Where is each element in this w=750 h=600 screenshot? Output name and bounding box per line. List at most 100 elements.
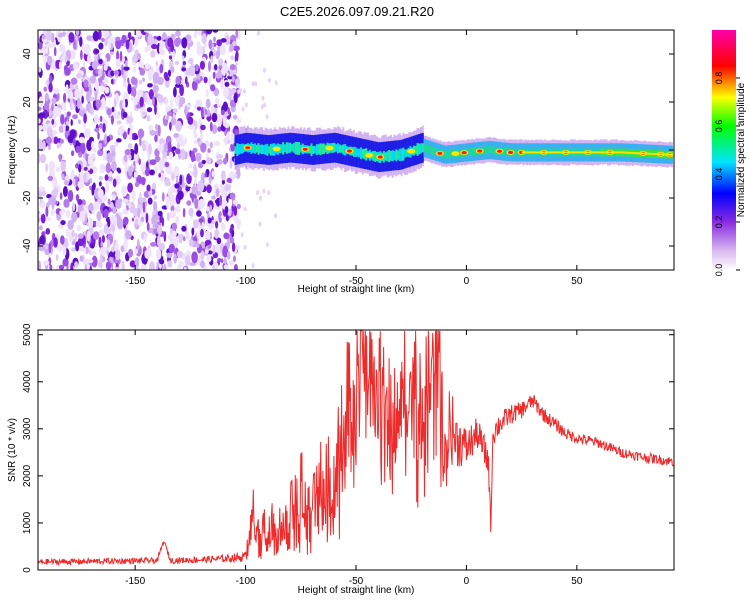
noise-speckle: [244, 102, 248, 108]
noise-speckle: [165, 96, 168, 107]
noise-speckle: [75, 163, 79, 169]
noise-speckle: [49, 264, 53, 270]
noise-speckle: [174, 183, 180, 189]
signal-ridge: [634, 152, 637, 155]
signal-peak-max: [508, 150, 514, 154]
noise-speckle: [67, 134, 75, 144]
noise-speckle: [103, 208, 109, 219]
signal-ridge: [534, 151, 536, 154]
noise-speckle: [189, 187, 192, 194]
noise-speckle: [49, 74, 53, 85]
noise-speckle: [213, 36, 216, 42]
spectrogram-x-label: Height of straight line (km): [298, 284, 415, 295]
signal-ridge: [606, 151, 609, 154]
noise-speckle: [59, 138, 64, 144]
noise-speckle: [116, 138, 122, 143]
noise-speckle: [167, 69, 172, 77]
noise-speckle: [149, 261, 155, 270]
noise-speckle: [223, 157, 227, 165]
noise-speckle: [47, 126, 53, 138]
x-tick-label: -50: [349, 276, 364, 287]
noise-speckle: [210, 55, 214, 64]
noise-speckle: [168, 151, 174, 160]
noise-speckle: [109, 255, 115, 265]
signal-core: [264, 144, 267, 155]
noise-speckle: [214, 229, 219, 239]
noise-speckle: [60, 220, 66, 226]
noise-speckle: [173, 86, 177, 98]
noise-speckle: [38, 118, 41, 124]
noise-speckle: [110, 78, 114, 85]
noise-speckle: [98, 68, 103, 78]
noise-speckle: [119, 50, 123, 62]
noise-speckle: [38, 66, 42, 73]
noise-speckle: [182, 60, 186, 66]
noise-speckle: [84, 128, 91, 138]
signal-core: [405, 149, 408, 157]
noise-speckle: [115, 266, 120, 270]
noise-speckle: [146, 184, 151, 192]
signal-ridge: [590, 151, 593, 154]
noise-speckle: [78, 163, 82, 173]
noise-speckle: [48, 242, 52, 254]
signal-core: [503, 147, 506, 156]
noise-speckle: [67, 189, 74, 202]
signal-ridge: [583, 151, 586, 154]
noise-speckle: [150, 242, 157, 247]
signal-core: [395, 149, 398, 162]
signal-peak-max: [437, 151, 443, 155]
noise-speckle: [97, 132, 100, 140]
noise-speckle: [77, 237, 85, 247]
signal-ridge: [565, 151, 568, 154]
noise-speckle: [139, 96, 144, 108]
noise-speckle: [108, 175, 113, 182]
noise-speckle: [227, 95, 233, 101]
signal-core: [428, 145, 431, 154]
x-tick-label: -100: [236, 576, 256, 587]
signal-core: [269, 144, 272, 156]
signal-peak-max: [245, 146, 251, 150]
noise-speckle: [149, 129, 156, 136]
snr-plot: [38, 330, 674, 567]
signal-ridge: [571, 151, 574, 154]
noise-speckle: [229, 192, 236, 200]
noise-speckle: [86, 154, 94, 165]
noise-speckle: [134, 217, 139, 227]
noise-speckle: [146, 107, 153, 113]
signal-ridge: [643, 152, 646, 155]
signal-ridge: [594, 151, 597, 154]
noise-speckle: [226, 239, 230, 250]
noise-speckle: [46, 194, 52, 199]
noise-speckle: [139, 135, 142, 147]
noise-speckle: [193, 163, 197, 171]
colorbar-tick-label: 0.4: [714, 168, 724, 181]
noise-speckle: [62, 258, 69, 267]
noise-speckle: [61, 173, 65, 180]
signal-ridge: [601, 151, 604, 154]
signal-core: [485, 146, 488, 155]
noise-speckle: [138, 61, 144, 68]
y-tick-label: 0: [22, 567, 33, 573]
signal-ridge: [650, 152, 653, 155]
noise-speckle: [184, 105, 188, 117]
signal-ridge: [528, 151, 531, 154]
noise-speckle: [96, 211, 102, 222]
noise-speckle: [188, 65, 192, 76]
signal-core: [354, 147, 357, 157]
signal-core: [234, 146, 237, 154]
noise-speckle: [206, 184, 212, 194]
x-tick-label: 0: [464, 576, 470, 587]
signal-core: [467, 148, 470, 157]
signal-core: [310, 143, 313, 157]
signal-core: [358, 148, 361, 158]
signal-core: [388, 150, 391, 163]
colorbar-tick-label: 0.8: [714, 72, 724, 85]
y-tick-label: -40: [22, 238, 33, 253]
noise-speckle: [159, 242, 166, 251]
noise-speckle: [200, 124, 206, 131]
figure-title: C2E5.2026.097.09.21.R20: [280, 4, 434, 19]
signal-ridge: [597, 151, 600, 154]
noise-speckle: [188, 207, 194, 217]
noise-speckle: [112, 178, 117, 188]
noise-speckle: [170, 98, 173, 110]
